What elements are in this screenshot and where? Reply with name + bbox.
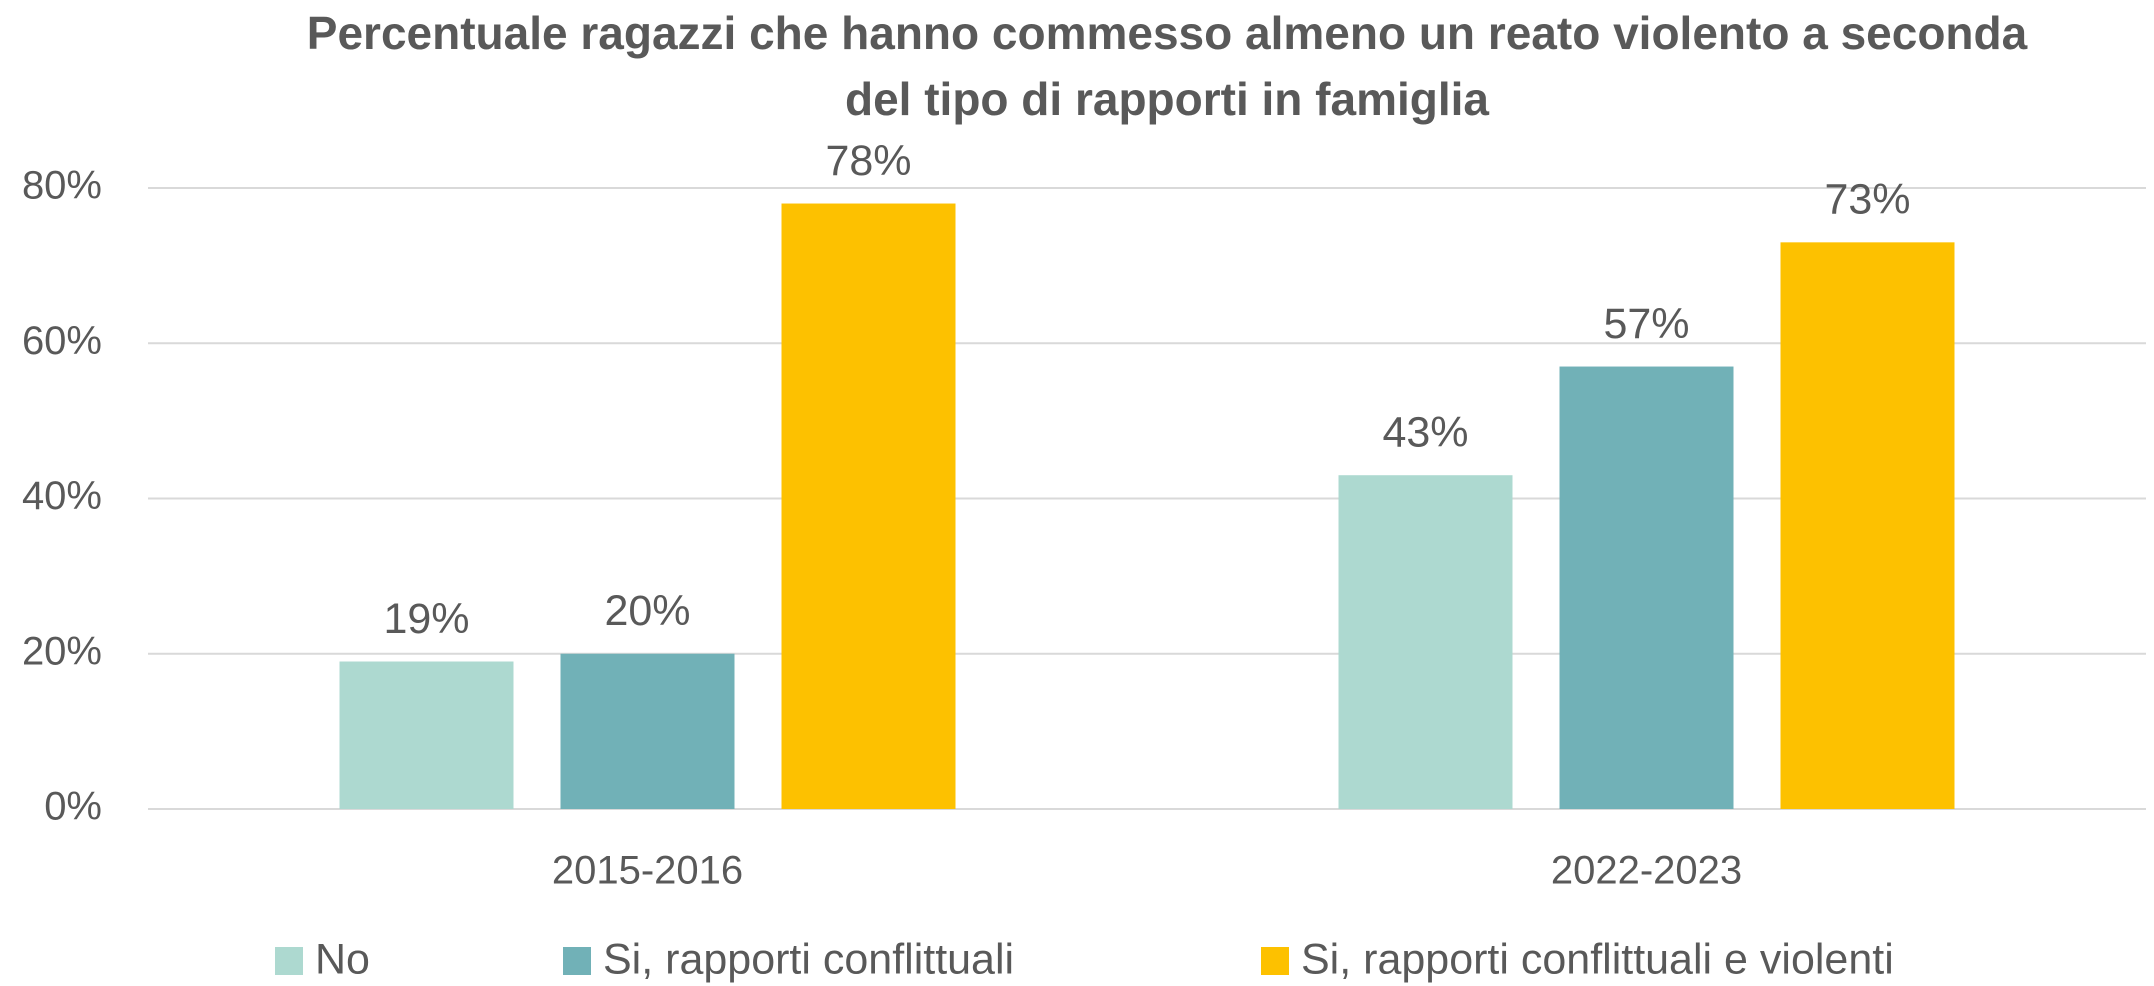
x-tick-label: 2022-2023 [1551, 849, 1742, 893]
bar [339, 661, 514, 809]
bar [781, 203, 956, 809]
value-label: 78% [825, 137, 911, 185]
bar [1338, 475, 1513, 809]
bar [560, 653, 735, 809]
value-label: 43% [1382, 409, 1468, 457]
value-label: 20% [604, 587, 690, 635]
bar [1780, 242, 1955, 809]
value-label: 57% [1603, 300, 1689, 348]
chart-title: Percentuale ragazzi che hanno commesso a… [306, 7, 2028, 125]
legend-label: Si, rapporti conflittuali e violenti [1301, 935, 1894, 983]
y-tick-label: 0% [44, 785, 102, 829]
y-tick-label: 20% [22, 629, 102, 673]
bar [1559, 366, 1734, 809]
legend-label: No [315, 935, 370, 983]
value-label: 19% [383, 595, 469, 643]
legend-swatch [275, 947, 303, 975]
y-tick-label: 40% [22, 474, 102, 518]
legend-swatch [1261, 947, 1289, 975]
legend-swatch [563, 947, 591, 975]
value-label: 73% [1824, 176, 1910, 224]
x-tick-label: 2015-2016 [552, 849, 743, 893]
legend-label: Si, rapporti conflittuali [603, 935, 1014, 983]
y-tick-label: 80% [22, 164, 102, 208]
y-tick-label: 60% [22, 319, 102, 363]
